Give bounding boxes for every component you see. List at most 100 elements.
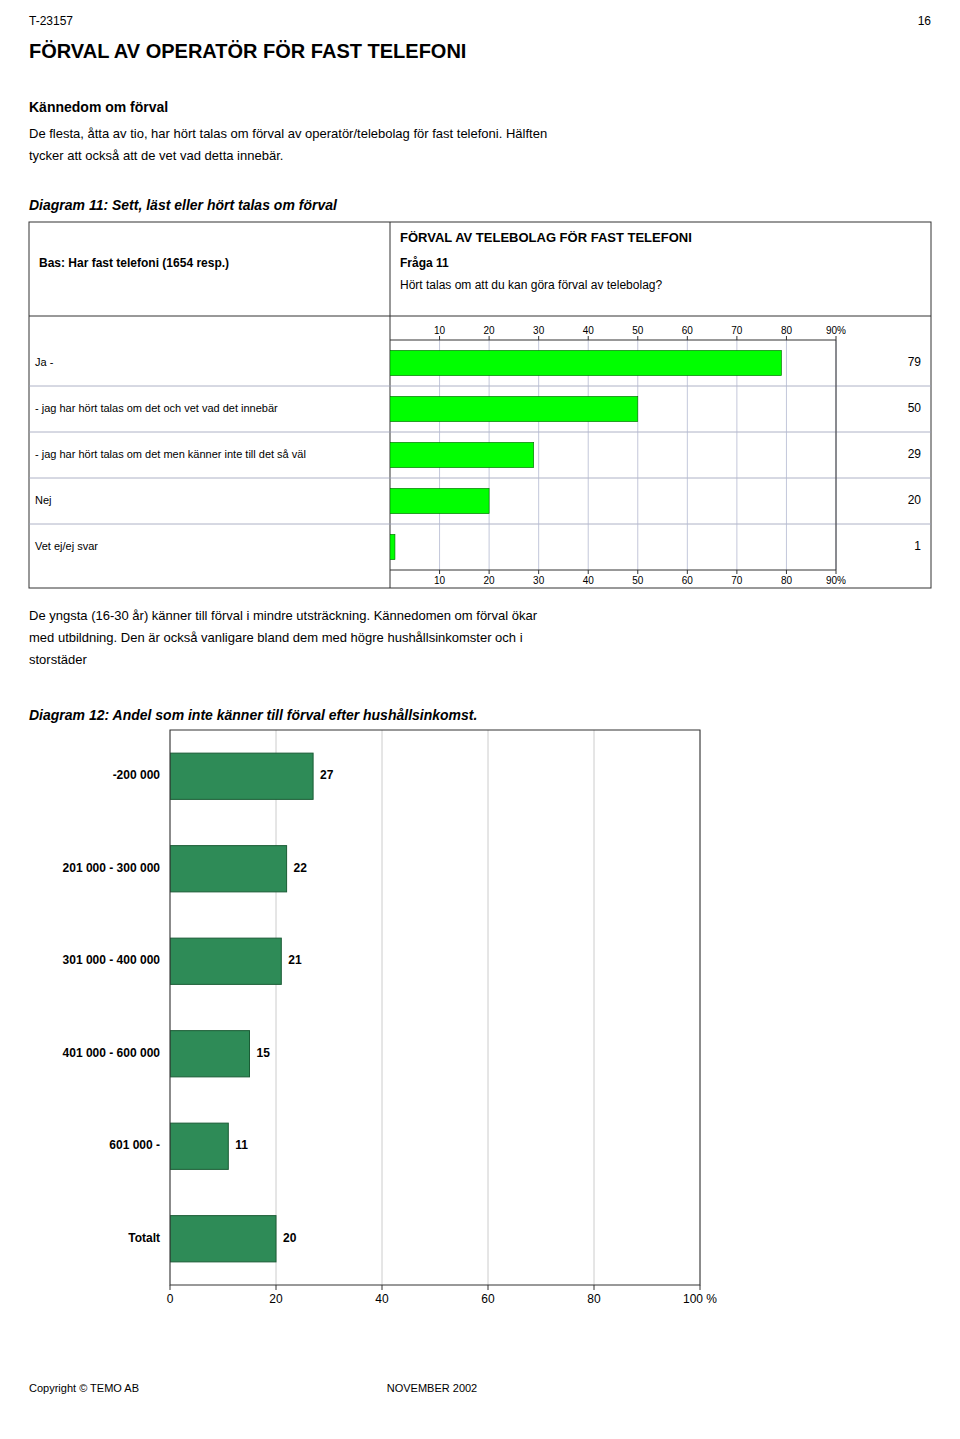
tick-label: 20 bbox=[484, 575, 496, 586]
tick-label: 40 bbox=[583, 575, 595, 586]
grid-line bbox=[276, 730, 277, 1285]
bar bbox=[390, 488, 489, 513]
tick-mark bbox=[538, 336, 539, 340]
bar bbox=[390, 534, 395, 559]
category-label: 601 000 - bbox=[109, 1138, 160, 1152]
tick-mark bbox=[439, 570, 440, 574]
tick-label: 50 bbox=[632, 325, 644, 336]
data-label: 1 bbox=[914, 539, 921, 553]
tick-label: 40 bbox=[583, 325, 595, 336]
body-text: De yngsta (16-30 år) känner till förval … bbox=[29, 608, 538, 667]
tick-label: 0 bbox=[167, 1292, 174, 1306]
tick-mark bbox=[538, 570, 539, 574]
bar bbox=[170, 753, 313, 799]
category-label: -200 000 bbox=[113, 768, 161, 782]
tick-mark bbox=[700, 1285, 701, 1290]
tick-label: 60 bbox=[682, 325, 694, 336]
subsection-title: Kännedom om förval bbox=[29, 99, 168, 115]
tick-label: 40 bbox=[375, 1292, 389, 1306]
bar bbox=[170, 1031, 250, 1077]
category-label: 301 000 - 400 000 bbox=[63, 953, 161, 967]
grid-line bbox=[836, 340, 837, 570]
bar bbox=[170, 1216, 276, 1262]
data-label: 20 bbox=[283, 1231, 297, 1245]
tick-mark bbox=[382, 1285, 383, 1290]
tick-label: 100 % bbox=[683, 1292, 717, 1306]
axis-line bbox=[390, 570, 836, 571]
tick-mark bbox=[836, 570, 837, 574]
grid-line bbox=[488, 730, 489, 1285]
body-text-line: De yngsta (16-30 år) känner till förval … bbox=[29, 608, 538, 623]
tick-mark bbox=[588, 570, 589, 574]
bar bbox=[390, 350, 781, 375]
chart: 020406080100 %-200 00027201 000 - 300 00… bbox=[63, 730, 718, 1306]
row-divider bbox=[29, 386, 931, 387]
tick-mark bbox=[170, 1285, 171, 1290]
bar bbox=[390, 396, 638, 421]
intro-text-line: De flesta, åtta av tio, har hört talas o… bbox=[29, 126, 547, 141]
body-text-line: med utbildning. Den är också vanligare b… bbox=[29, 630, 523, 645]
tick-mark bbox=[687, 570, 688, 574]
tick-mark bbox=[489, 570, 490, 574]
chart-frame bbox=[29, 222, 931, 588]
data-label: 20 bbox=[908, 493, 922, 507]
diagram-label: Diagram 11: Sett, läst eller hört talas … bbox=[29, 197, 338, 213]
category-label: 401 000 - 600 000 bbox=[63, 1046, 161, 1060]
annotation: Bas: Har fast telefoni (1654 resp.) bbox=[39, 256, 229, 270]
body-text-line: storstäder bbox=[29, 652, 87, 667]
axis-line bbox=[390, 340, 836, 341]
tick-mark bbox=[786, 570, 787, 574]
bar bbox=[170, 846, 287, 892]
intro-text: De flesta, åtta av tio, har hört talas o… bbox=[29, 126, 547, 163]
data-label: 79 bbox=[908, 355, 922, 369]
data-label: 50 bbox=[908, 401, 922, 415]
tick-mark bbox=[687, 336, 688, 340]
diagram-label: Diagram 12: Andel som inte känner till f… bbox=[29, 707, 477, 723]
intro-text-line: tycker att också att de vet vad detta in… bbox=[29, 148, 283, 163]
data-label: 22 bbox=[294, 861, 308, 875]
tick-mark bbox=[836, 336, 837, 340]
chart-subtitle: Hört talas om att du kan göra förval av … bbox=[400, 278, 662, 292]
category-label: - jag har hört talas om det men känner i… bbox=[35, 448, 306, 460]
tick-label: 80 bbox=[781, 325, 793, 336]
divider bbox=[29, 316, 931, 317]
tick-label: 50 bbox=[632, 575, 644, 586]
tick-label: 20 bbox=[484, 325, 496, 336]
tick-mark bbox=[736, 336, 737, 340]
page-header: T-23157 bbox=[29, 14, 73, 28]
tick-label: 90% bbox=[826, 325, 846, 336]
tick-label: 80 bbox=[781, 575, 793, 586]
tick-mark bbox=[588, 336, 589, 340]
tick-mark bbox=[489, 336, 490, 340]
page: T-23157 16 FÖRVAL AV OPERATÖR FÖR FAST TEL… bbox=[0, 0, 960, 1439]
plot-area bbox=[170, 730, 700, 1285]
tick-label: 10 bbox=[434, 575, 446, 586]
grid-line bbox=[786, 340, 787, 570]
footer: Copyright © TEMO AB bbox=[29, 1382, 139, 1394]
tick-mark bbox=[594, 1285, 595, 1290]
tick-mark bbox=[488, 1285, 489, 1290]
row-divider bbox=[29, 478, 931, 479]
bar bbox=[170, 938, 281, 984]
page-number: 16 bbox=[918, 14, 932, 28]
data-label: 21 bbox=[288, 953, 302, 967]
section-title: FÖRVAL AV OPERATÖR FÖR FAST TELEFONI bbox=[29, 40, 466, 62]
tick-label: 60 bbox=[682, 575, 694, 586]
category-label: - jag har hört talas om det och vet vad … bbox=[35, 402, 278, 414]
tick-mark bbox=[439, 336, 440, 340]
grid-line bbox=[594, 730, 595, 1285]
bars bbox=[170, 753, 313, 1262]
tick-label: 20 bbox=[269, 1292, 283, 1306]
tick-label: 70 bbox=[731, 575, 743, 586]
row-divider bbox=[29, 432, 931, 433]
tick-label: 30 bbox=[533, 325, 545, 336]
chart-title: FÖRVAL AV TELEBOLAG FÖR FAST TELEFONI bbox=[400, 230, 692, 245]
tick-mark bbox=[637, 570, 638, 574]
data-label: 11 bbox=[235, 1138, 248, 1152]
tick-label: 10 bbox=[434, 325, 446, 336]
category-label: Totalt bbox=[128, 1231, 160, 1245]
bar bbox=[170, 1123, 228, 1169]
tick-mark bbox=[637, 336, 638, 340]
grid-line bbox=[382, 730, 383, 1285]
tick-label: 30 bbox=[533, 575, 545, 586]
